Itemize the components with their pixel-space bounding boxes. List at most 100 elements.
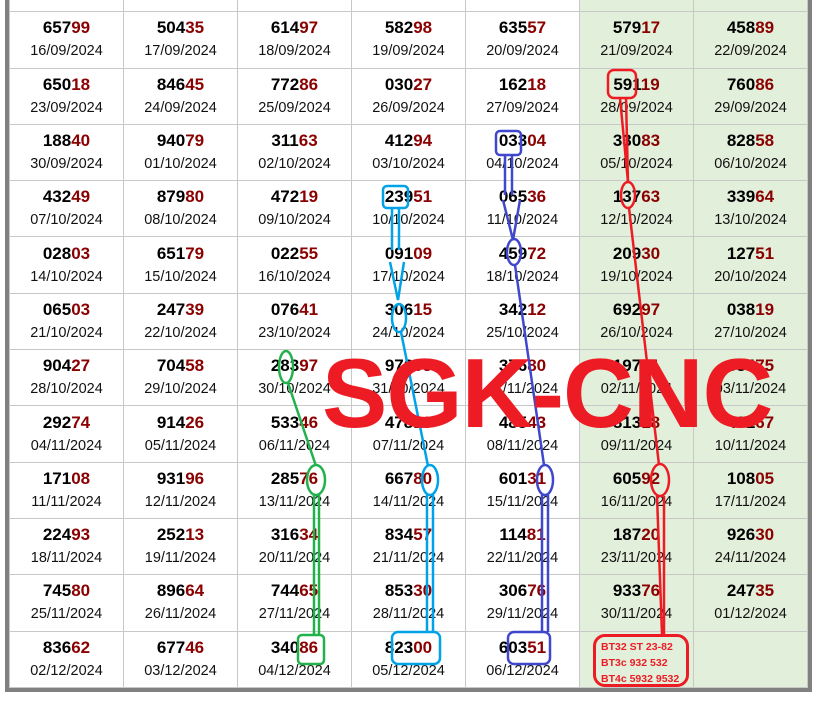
number-head: 760 — [726, 74, 756, 94]
number-tail: 76 — [299, 468, 319, 488]
number-tail: 17 — [641, 18, 661, 38]
result-number: 41294 — [352, 131, 465, 151]
result-cell: 63557 20/09/2024 — [465, 11, 580, 69]
result-cell: 10805 17/11/2024 — [693, 461, 808, 519]
number-head: 504 — [156, 18, 186, 38]
number-tail: 36 — [527, 187, 547, 207]
number-head: 285 — [270, 468, 300, 488]
result-cell: 82858 06/10/2024 — [693, 123, 808, 182]
result-date: 17/10/2024 — [372, 268, 445, 285]
result-date: 01/11/2024 — [486, 381, 559, 398]
result-date: 11/10/2024 — [486, 212, 559, 229]
number-tail: 64 — [185, 581, 205, 601]
result-number: 24735 — [694, 581, 807, 601]
result-number: 22493 — [10, 525, 123, 545]
result-cell: 60592 16/11/2024 — [579, 461, 694, 519]
number-head: 432 — [42, 187, 72, 207]
result-cell: 24739 22/10/2024 — [123, 292, 238, 351]
number-tail: 86 — [299, 637, 319, 657]
lightblue-arrow — [388, 261, 406, 301]
number-head: 846 — [156, 74, 186, 94]
result-date: 30/09/2024 — [30, 156, 103, 173]
result-date: 28/10/2024 — [30, 381, 103, 398]
result-number: 23951 — [352, 187, 465, 207]
number-head: 879 — [156, 187, 186, 207]
lightblue-line — [399, 331, 430, 467]
number-tail: 94 — [413, 131, 433, 151]
result-date: 05/11/2024 — [144, 437, 217, 454]
number-tail: 86 — [299, 74, 319, 94]
result-date: 17/11/2024 — [714, 493, 787, 510]
number-tail: 35 — [185, 18, 205, 38]
result-number: 74580 — [10, 581, 123, 601]
number-tail: 86 — [755, 74, 775, 94]
result-date: 28/09/2024 — [600, 99, 673, 116]
lightblue-oval — [390, 302, 408, 334]
result-date: 27/09/2024 — [486, 99, 559, 116]
number-tail: 58 — [755, 131, 775, 151]
number-head: 635 — [498, 18, 528, 38]
blue-arrow — [501, 199, 522, 241]
result-number: 67746 — [124, 638, 237, 658]
result-date: 06/12/2024 — [486, 662, 559, 679]
number-head: 914 — [156, 412, 186, 432]
result-cell: 53346 06/11/2024 — [237, 405, 352, 463]
number-head: 376 — [498, 356, 528, 376]
result-date: 30/11/2024 — [600, 606, 673, 623]
result-date: 22/09/2024 — [714, 43, 787, 60]
result-date: 01/12/2024 — [714, 606, 787, 623]
result-number: 65018 — [10, 75, 123, 95]
table-row: 90427 28/10/2024 70458 29/10/2024 28397 30/10… — [9, 349, 808, 407]
result-number: 17108 — [10, 469, 123, 489]
result-date: 16/09/2024 — [30, 43, 103, 60]
number-tail: 97 — [641, 299, 661, 319]
result-cell: 03819 27/10/2024 — [693, 292, 808, 351]
result-number: 02803 — [10, 244, 123, 264]
result-number: 12751 — [694, 244, 807, 264]
result-cell: 84645 24/09/2024 — [123, 67, 238, 125]
number-tail: 74 — [71, 412, 91, 432]
number-head: 591 — [613, 74, 641, 94]
result-cell: 02255 16/10/2024 — [237, 236, 352, 294]
number-tail: 27 — [413, 74, 433, 94]
number-tail: 03 — [71, 243, 91, 263]
number-head: 239 — [384, 187, 414, 207]
result-number: 60351 — [466, 638, 579, 658]
number-tail: 62 — [71, 637, 91, 657]
table-row: 65018 23/09/2024 84645 24/09/2024 77286 25/09… — [9, 67, 808, 125]
result-date: 03/10/2024 — [372, 156, 445, 173]
result-number: 93196 — [124, 469, 237, 489]
number-head: 836 — [42, 637, 72, 657]
result-cell: 89664 26/11/2024 — [123, 574, 238, 632]
number-tail: 83 — [641, 131, 661, 151]
result-date: 01/10/2024 — [144, 156, 217, 173]
number-tail: 64 — [755, 187, 775, 207]
number-tail: 45 — [185, 74, 205, 94]
result-cell: 47219 09/10/2024 — [237, 180, 352, 238]
result-number: 47219 — [238, 187, 351, 207]
number-tail: 79 — [185, 243, 205, 263]
result-number: 16218 — [466, 75, 579, 95]
number-head: 292 — [42, 412, 72, 432]
red-line — [624, 97, 630, 183]
note-line: BT4c 5932 9532 — [601, 673, 680, 685]
number-tail: 99 — [71, 18, 91, 38]
number-head: 472 — [270, 187, 300, 207]
result-number: 84645 — [124, 75, 237, 95]
number-tail: 39 — [185, 299, 205, 319]
result-date: 05/12/2024 — [372, 662, 445, 679]
number-tail: 46 — [185, 637, 205, 657]
number-tail: 76 — [641, 581, 661, 601]
number-head: 667 — [384, 468, 414, 488]
number-tail: 97 — [299, 18, 319, 38]
result-date: 13/10/2024 — [714, 212, 787, 229]
result-cell: 90427 28/10/2024 — [9, 349, 124, 407]
table-row: 65799 16/09/2024 50435 17/09/2024 61497 18/09… — [9, 11, 808, 69]
number-tail: 00 — [413, 637, 433, 657]
prediction-note: BT32 ST 23-82 BT3c 932 532 BT4c 5932 953… — [593, 634, 689, 687]
green-line — [286, 382, 318, 467]
green-oval — [305, 463, 327, 497]
result-number: 83662 — [10, 638, 123, 658]
number-tail: 49 — [71, 187, 91, 207]
number-tail: 30 — [755, 525, 775, 545]
